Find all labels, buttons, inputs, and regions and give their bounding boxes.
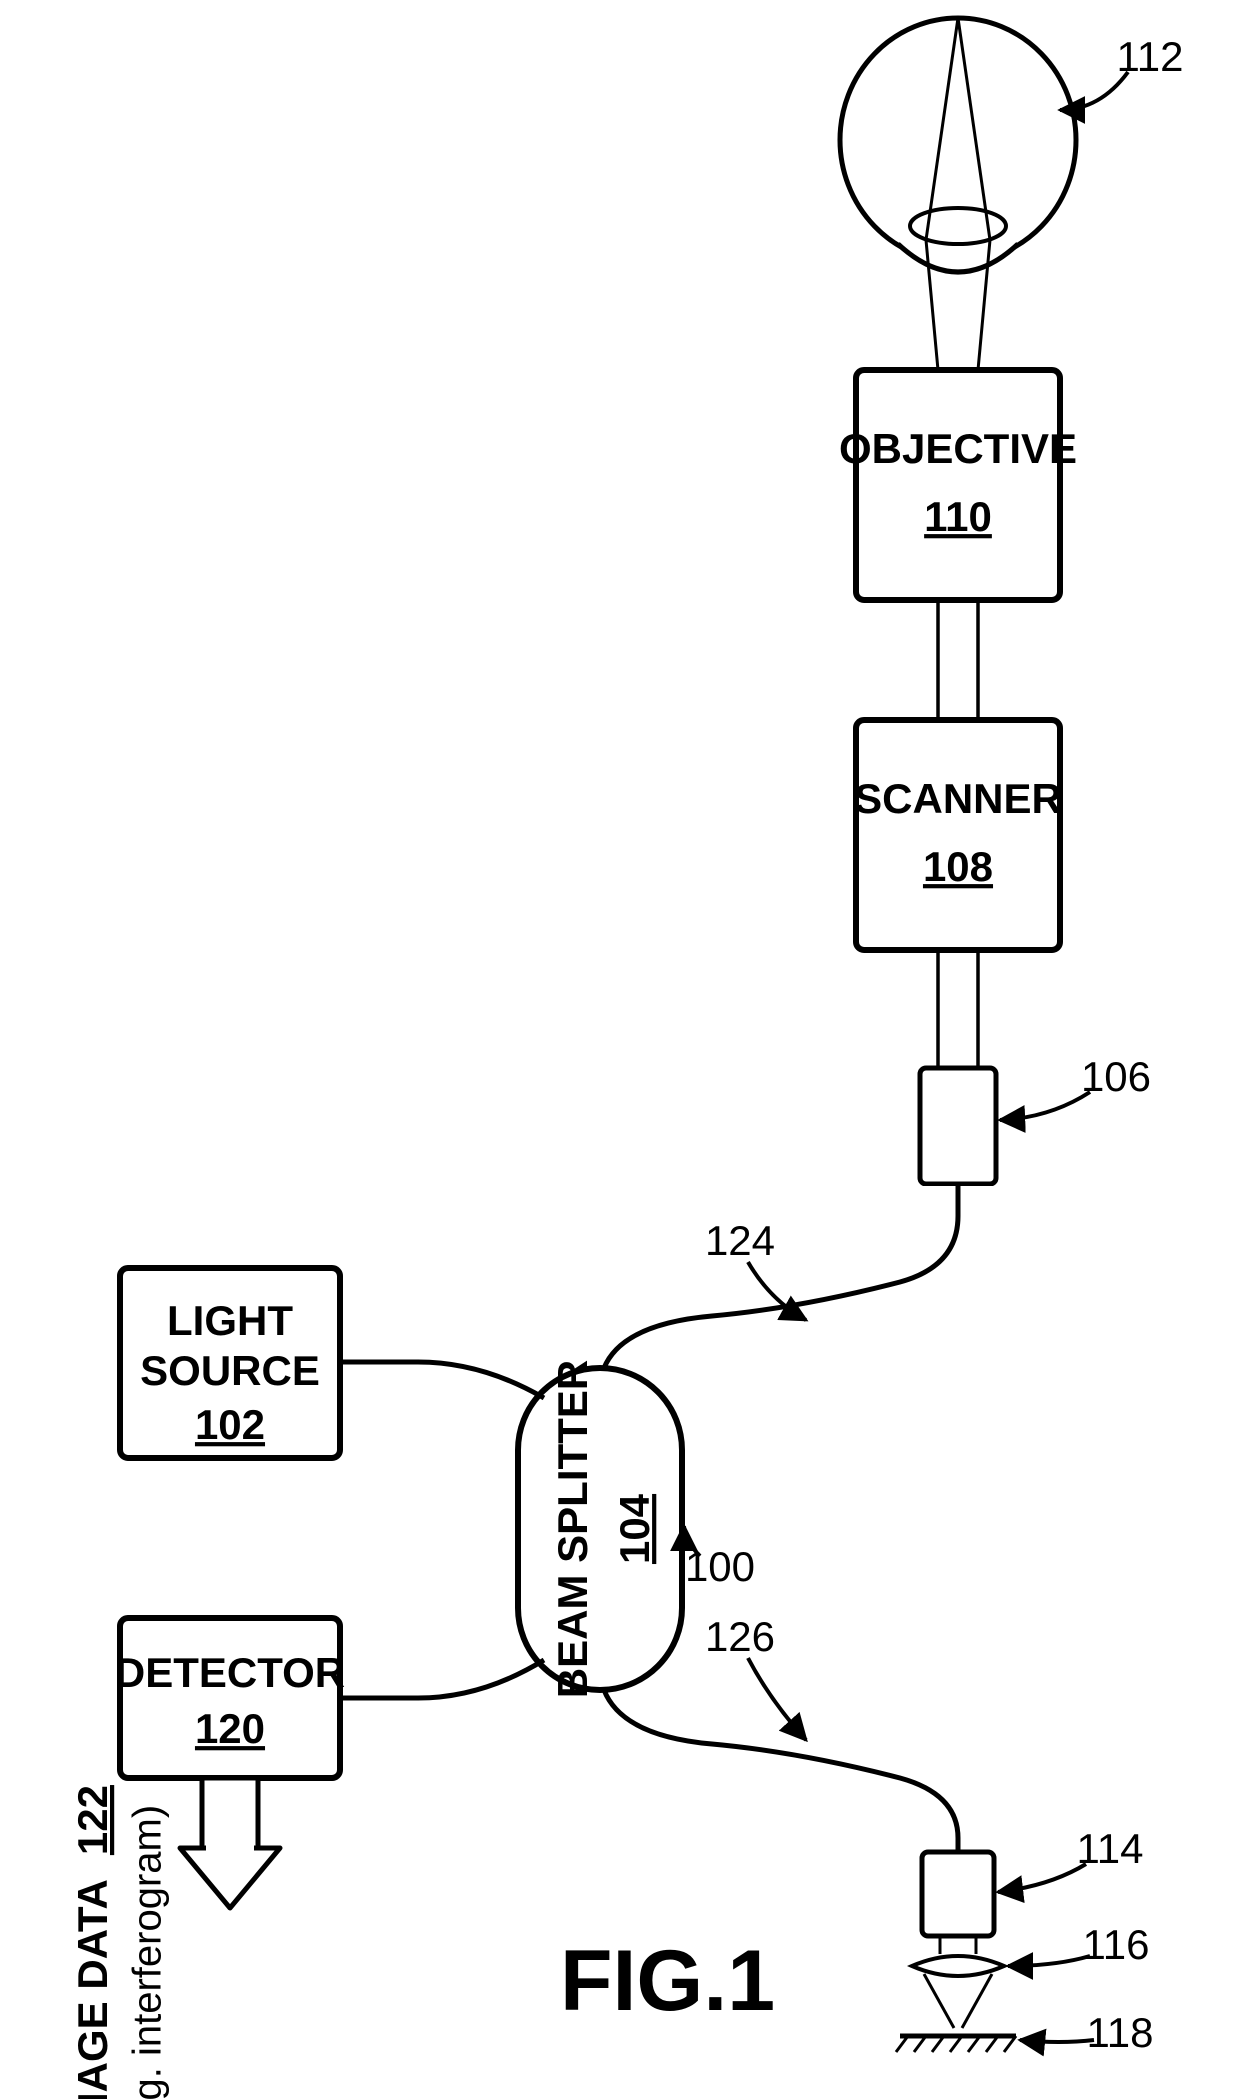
scanner-label: SCANNER [854,775,1062,822]
image-data-sub: (e.g. interferogram) [126,1805,170,2099]
light-source-ref: 102 [195,1401,265,1448]
objective-ref: 110 [924,493,992,540]
collimator-top [920,1068,996,1184]
image-data-ref: 122 [69,1785,116,1855]
svg-text:124: 124 [705,1217,775,1264]
scanner-ref: 108 [923,843,993,890]
svg-text:126: 126 [705,1613,775,1660]
beamsplitter-final: BEAM SPLITTER 104 [518,1360,682,1698]
bs-ref: 104 [611,1493,658,1564]
detector-ref: 120 [195,1705,265,1752]
svg-text:118: 118 [1087,2009,1154,2056]
svg-text:IMAGE DATA 122: IMAGE DATA 122 [69,1785,116,2099]
light-source-label-1: LIGHT [167,1297,293,1344]
bs-label: BEAM SPLITTER [549,1360,596,1698]
svg-text:116: 116 [1083,1921,1150,1968]
objective-label: OBJECTIVE [839,425,1077,472]
light-source-label-2: SOURCE [140,1347,320,1394]
image-data-main: IMAGE DATA [69,1880,116,2099]
detector-block: DETECTOR 120 [115,1618,345,1778]
callout-106: 106 [1000,1053,1151,1120]
objective-block: OBJECTIVE 110 [839,370,1077,600]
beam-objective-scanner [938,600,978,720]
detector-label: DETECTOR [115,1649,345,1696]
svg-text:106: 106 [1081,1053,1151,1100]
beam-scanner-collimator [938,950,978,1068]
callout-112: 112 [1060,33,1183,110]
scanner-block: SCANNER 108 [854,720,1062,950]
figure-label: FIG.1 [560,1933,775,2029]
light-source-block: LIGHT SOURCE 102 [120,1268,340,1458]
eye-sample [840,18,1076,272]
